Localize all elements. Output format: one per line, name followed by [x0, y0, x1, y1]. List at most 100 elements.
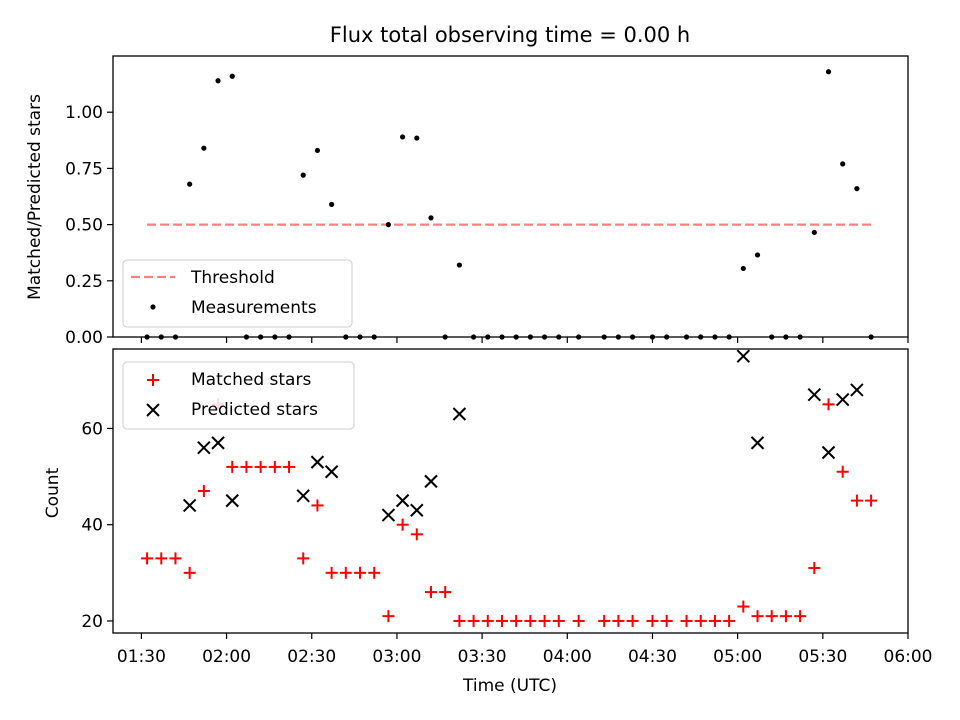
- matched-stars-point: [481, 614, 494, 627]
- predicted-stars-point: [296, 489, 310, 503]
- matched-stars-point: [708, 614, 721, 627]
- x-tick-label: 02:00: [202, 647, 251, 667]
- measurement-point: [300, 172, 306, 178]
- bottom-y-axis-label: Count: [43, 467, 63, 518]
- matched-stars-point: [410, 528, 423, 541]
- matched-stars-point: [765, 610, 778, 623]
- bottom-panel-frame: [112, 348, 909, 634]
- x-tick-label: 05:30: [798, 647, 847, 667]
- predicted-stars-point: [821, 445, 836, 460]
- measurement-point: [854, 186, 860, 192]
- matched-stars-point: [226, 460, 239, 473]
- matched-stars-legend-label: Matched stars: [191, 370, 311, 390]
- measurement-point: [201, 145, 207, 151]
- matched-stars-point: [155, 552, 168, 565]
- matched-stars-point: [751, 610, 764, 623]
- predicted-stars-point: [750, 436, 765, 450]
- predicted-stars-point: [324, 465, 339, 479]
- top-y-axis-label: Matched/Predicted stars: [25, 94, 45, 300]
- measurement-point: [840, 161, 846, 167]
- matched-stars-point: [723, 614, 736, 627]
- matched-stars-point: [425, 586, 437, 599]
- predicted-stars-point: [807, 388, 822, 402]
- matched-stars-point: [297, 552, 310, 565]
- bottom-y-tick-label: 20: [81, 612, 103, 632]
- matched-stars-point: [197, 485, 210, 497]
- bottom-legend-box: [122, 361, 355, 430]
- measurement-point: [456, 262, 462, 268]
- matched-stars-point: [779, 610, 792, 623]
- measurement-point: [187, 181, 193, 187]
- x-tick-label: 03:00: [372, 647, 421, 667]
- bottom-legend: Matched stars Predicted stars: [122, 361, 355, 430]
- bottom-panel: 20 40 60 01:30 02:00 02:30 03:00 03:30 04:00 04:3…: [81, 349, 933, 667]
- threshold-legend-label: Threshold: [190, 268, 275, 288]
- matched-stars-point: [572, 614, 585, 627]
- matched-stars-point: [396, 518, 409, 531]
- matched-stars-point: [169, 552, 182, 565]
- matched-stars-point: [836, 465, 849, 478]
- matched-stars-point: [737, 600, 750, 613]
- matched-stars-point: [552, 614, 565, 627]
- top-y-tick-label: 0.25: [65, 272, 103, 292]
- matched-stars-point: [311, 499, 324, 512]
- top-y-tick-label: 0.00: [65, 328, 103, 348]
- predicted-stars-point: [395, 493, 410, 508]
- predicted-stars-point: [211, 436, 225, 450]
- matched-stars-point: [141, 552, 154, 565]
- predicted-stars-point: [225, 493, 239, 508]
- matched-stars-point: [660, 614, 673, 627]
- matched-stars-point: [808, 562, 821, 575]
- predicted-stars-point: [424, 474, 438, 489]
- measurement-point: [754, 252, 761, 258]
- matched-stars-point: [467, 614, 480, 627]
- measurement-point: [314, 147, 321, 154]
- top-y-tick-label: 1.00: [65, 103, 103, 123]
- matched-stars-point: [865, 494, 878, 507]
- matched-stars-point: [822, 398, 835, 411]
- x-tick-label: 03:30: [458, 647, 507, 667]
- measurement-point: [740, 265, 746, 272]
- top-y-tick-label: 0.50: [65, 216, 103, 236]
- predicted-stars-point: [850, 383, 864, 397]
- matched-stars-point: [283, 460, 296, 473]
- measurement-point: [414, 135, 420, 141]
- matched-stars-point: [382, 610, 395, 623]
- x-tick-label: 06:00: [884, 647, 933, 667]
- matched-stars-point: [694, 614, 707, 627]
- predicted-stars-legend-label: Predicted stars: [191, 400, 318, 420]
- measurement-point: [400, 134, 406, 140]
- predicted-stars-point: [197, 440, 211, 455]
- matched-stars-point: [510, 614, 523, 627]
- top-legend-box: [122, 259, 353, 328]
- matched-stars-point: [354, 566, 367, 579]
- predicted-stars-point: [835, 392, 850, 407]
- matched-stars-point: [680, 614, 693, 627]
- matched-stars-point: [794, 610, 807, 623]
- bottom-y-tick-label: 60: [81, 419, 103, 439]
- matched-stars-point: [524, 614, 537, 627]
- matched-stars-point: [240, 460, 253, 473]
- matched-stars-point: [626, 614, 639, 627]
- measurement-point: [385, 222, 392, 228]
- matched-stars-point: [598, 614, 611, 627]
- matched-stars-point: [339, 566, 352, 579]
- x-tick-label: 04:30: [628, 647, 677, 667]
- predicted-stars-legend-swatch: [146, 403, 160, 417]
- matched-stars-point: [268, 460, 281, 473]
- measurements-legend-label: Measurements: [191, 298, 317, 318]
- matched-stars-point: [453, 614, 466, 627]
- matched-stars-point: [368, 566, 381, 579]
- measurement-point: [229, 73, 235, 79]
- measurement-point: [428, 215, 434, 221]
- top-panel: 0.00 0.25 0.50 0.75 1.00: [65, 69, 909, 348]
- measurement-point: [215, 78, 221, 84]
- predicted-stars-point: [452, 407, 467, 421]
- predicted-stars-point: [182, 498, 197, 513]
- matched-stars-point: [612, 614, 625, 627]
- chart-title: Flux total observing time = 0.00 h: [330, 23, 690, 47]
- matched-stars-point: [538, 614, 551, 627]
- matched-stars-point: [646, 614, 659, 627]
